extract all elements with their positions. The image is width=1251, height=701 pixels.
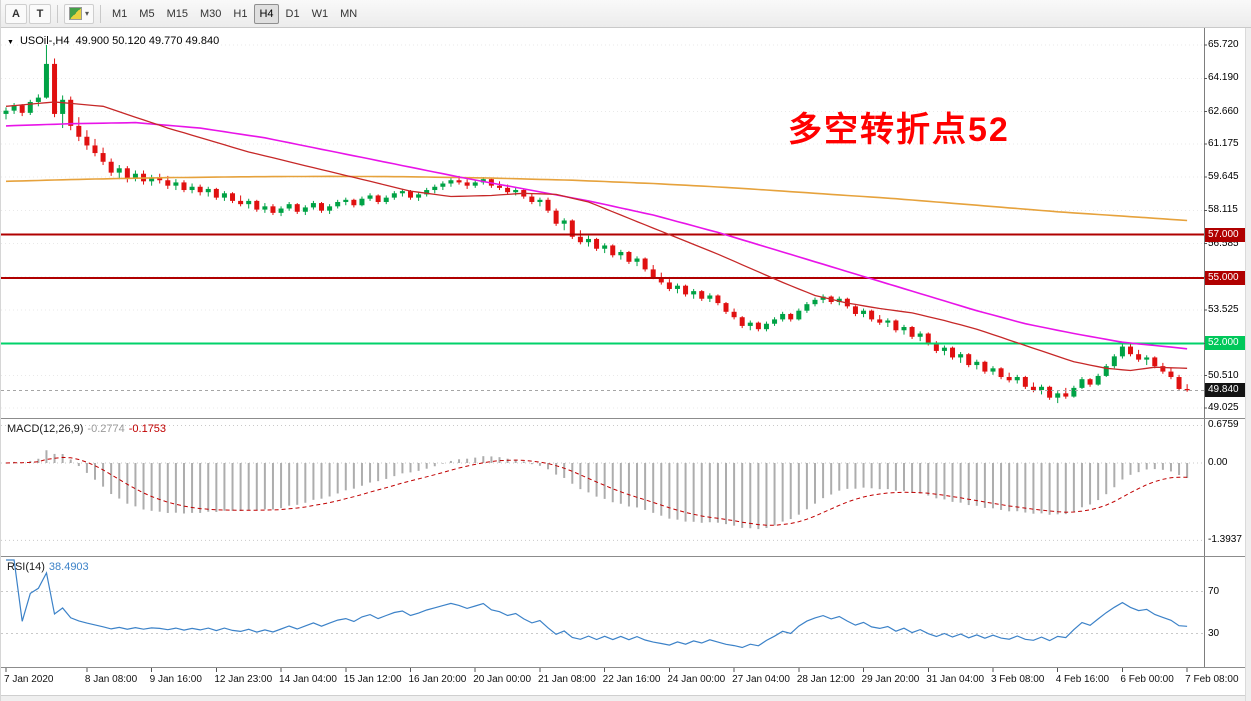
timeframe-button-w1[interactable]: W1 bbox=[307, 4, 334, 24]
ma-mid-line bbox=[5, 121, 1188, 350]
price-tick-label: 50.510 bbox=[1208, 369, 1239, 381]
time-axis-label: 24 Jan 00:00 bbox=[667, 674, 726, 685]
rsi-layer bbox=[1, 559, 1204, 649]
price-tick-label: 49.025 bbox=[1208, 402, 1239, 413]
grid-layer bbox=[1, 44, 1204, 409]
symbol-timeframe-label: USOil-,H4 bbox=[19, 35, 70, 47]
rsi-value: 38.4903 bbox=[48, 561, 89, 573]
time-axis-label: 14 Jan 04:00 bbox=[279, 674, 337, 685]
price-tick-label: 65.720 bbox=[1208, 39, 1239, 50]
chart-style-dropdown[interactable]: ▾ bbox=[64, 3, 95, 24]
panel-separator-main-macd[interactable] bbox=[1, 418, 1251, 419]
time-axis-label: 7 Feb 08:00 bbox=[1185, 674, 1239, 685]
timeframe-button-m30[interactable]: M30 bbox=[195, 4, 226, 24]
time-axis-label: 4 Feb 16:00 bbox=[1055, 674, 1110, 685]
ohlc-values: 49.900 50.120 49.770 49.840 bbox=[75, 35, 220, 47]
time-axis-label: 20 Jan 00:00 bbox=[473, 674, 532, 685]
toolbar-separator bbox=[100, 4, 102, 23]
rsi-panel-label: RSI(14) 38.4903 bbox=[7, 561, 93, 573]
time-axis-label: 6 Feb 00:00 bbox=[1120, 674, 1174, 685]
macd-layer bbox=[1, 424, 1204, 541]
time-axis-label: 21 Jan 08:00 bbox=[537, 674, 596, 685]
price-tick-label: 53.525 bbox=[1208, 304, 1239, 316]
price-tick-label: 64.190 bbox=[1208, 72, 1239, 84]
price-tick-label: 59.645 bbox=[1208, 171, 1239, 183]
macd-name: MACD(12,26,9) bbox=[7, 423, 84, 435]
rsi-level-label: 30 bbox=[1208, 627, 1220, 639]
rsi-name: RSI(14) bbox=[7, 561, 45, 573]
vertical-scrollbar[interactable] bbox=[1245, 28, 1251, 701]
price-tick-label: 58.115 bbox=[1208, 204, 1238, 216]
triangle-marker-icon: ▼ bbox=[7, 38, 14, 46]
chevron-down-icon: ▾ bbox=[85, 9, 90, 18]
price-axis[interactable]: 65.720 64.190 62.660 61.175 59.645 58.115 56.5… bbox=[1205, 28, 1245, 668]
tool-button-a[interactable]: A bbox=[5, 3, 27, 24]
price-badge: 55.000 bbox=[1205, 271, 1245, 286]
timeframe-button-m15[interactable]: M15 bbox=[162, 4, 193, 24]
ma-slow-line bbox=[5, 175, 1188, 222]
time-axis-label: 7 Jan 2020 bbox=[4, 674, 54, 685]
toolbar-separator bbox=[57, 4, 58, 23]
time-axis-label: 9 Jan 16:00 bbox=[149, 674, 202, 685]
time-axis-label: 16 Jan 20:00 bbox=[408, 674, 467, 685]
macd-panel-label: MACD(12,26,9) -0.2774 -0.1753 bbox=[7, 423, 170, 435]
macd-main-value: -0.2774 bbox=[87, 423, 125, 435]
horizontal-lines-layer bbox=[1, 233, 1204, 391]
timeframe-button-mn[interactable]: MN bbox=[335, 4, 362, 24]
rsi-line bbox=[6, 559, 1188, 649]
time-axis-label: 15 Jan 12:00 bbox=[343, 674, 402, 685]
ma-fast-line bbox=[5, 101, 1188, 372]
macd-axis-label: 0.00 bbox=[1208, 457, 1228, 468]
time-axis-label: 27 Jan 04:00 bbox=[732, 674, 790, 685]
price-tick-label: 62.660 bbox=[1208, 105, 1239, 117]
chart-area[interactable]: ▼ USOil-,H4 49.900 50.120 49.770 49.840 … bbox=[1, 28, 1251, 701]
price-tick-label: 61.175 bbox=[1208, 137, 1239, 149]
time-axis-border bbox=[1, 667, 1251, 668]
candles-layer bbox=[3, 45, 1190, 404]
time-axis-label: 28 Jan 12:00 bbox=[796, 674, 855, 685]
price-badge: 49.840 bbox=[1205, 383, 1245, 398]
price-badge: 57.000 bbox=[1205, 227, 1245, 242]
timeframe-button-m5[interactable]: M5 bbox=[134, 4, 159, 24]
timeframe-button-h1[interactable]: H1 bbox=[228, 4, 252, 24]
time-axis-label: 31 Jan 04:00 bbox=[926, 674, 985, 685]
timeframe-button-m1[interactable]: M1 bbox=[107, 4, 132, 24]
time-axis-label: 3 Feb 08:00 bbox=[990, 674, 1045, 685]
timeframes-group: M1 M5 M15 M30 H1 H4 D1 W1 MN bbox=[107, 3, 362, 24]
window-bottom-edge bbox=[1, 695, 1251, 701]
time-axis-label: 8 Jan 08:00 bbox=[84, 674, 138, 685]
macd-axis-label: -1.3937 bbox=[1208, 534, 1242, 546]
panel-separator-macd-rsi[interactable] bbox=[1, 556, 1251, 557]
axes-layer bbox=[5, 28, 1207, 672]
tool-button-t[interactable]: T bbox=[29, 3, 51, 24]
timeframe-button-d1[interactable]: D1 bbox=[281, 4, 305, 24]
macd-axis-label: 0.6759 bbox=[1208, 419, 1239, 431]
moving-averages-layer bbox=[5, 101, 1188, 372]
price-tick-label: 56.585 bbox=[1208, 237, 1239, 249]
chart-canvas[interactable] bbox=[1, 28, 1251, 701]
time-axis-label: 29 Jan 20:00 bbox=[861, 674, 920, 685]
symbol-ohlc-readout: ▼ USOil-,H4 49.900 50.120 49.770 49.840 bbox=[7, 35, 219, 47]
rsi-level-label: 70 bbox=[1208, 585, 1220, 597]
chart-annotation-text[interactable]: 多空转折点52 bbox=[788, 111, 1010, 149]
time-axis-label: 12 Jan 23:00 bbox=[214, 674, 273, 685]
price-badge: 52.000 bbox=[1205, 336, 1245, 351]
timeframe-button-h4[interactable]: H4 bbox=[254, 3, 279, 24]
time-axis-label: 22 Jan 16:00 bbox=[602, 674, 661, 685]
palette-icon bbox=[69, 7, 82, 20]
time-axis[interactable]: 7 Jan 2020 8 Jan 08:00 9 Jan 16:00 12 Jan 2… bbox=[1, 668, 1251, 695]
macd-signal-line bbox=[5, 456, 1188, 526]
macd-signal-value: -0.1753 bbox=[128, 423, 167, 435]
